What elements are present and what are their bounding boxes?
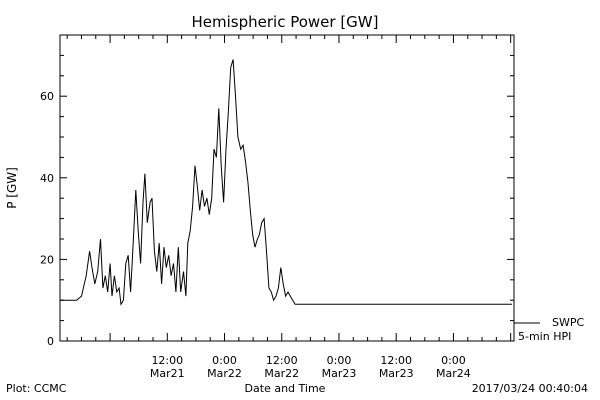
series-line-swpc [60, 59, 513, 306]
x-tick-time-label: 12:00 [266, 354, 298, 367]
y-axis-label: P [GW] [5, 167, 19, 209]
y-tick-label: 20 [40, 253, 54, 266]
x-tick-time-label: 0:00 [441, 354, 466, 367]
legend-label-swpc: SWPC [552, 316, 584, 329]
x-tick-date-label: Mar23 [379, 367, 414, 380]
legend: SWPC 5-min HPI [514, 316, 584, 343]
y-axis: 0 20 40 60 [40, 34, 514, 348]
plot-credit: Plot: CCMC [6, 382, 67, 395]
x-tick-time-label: 12:00 [151, 354, 183, 367]
x-tick-date-label: Mar24 [436, 367, 471, 380]
plot-timestamp: 2017/03/24 00:40:04 [471, 382, 588, 395]
y-tick-label: 0 [47, 335, 54, 348]
y-tick-label: 60 [40, 90, 54, 103]
x-tick-time-label: 0:00 [327, 354, 352, 367]
x-tick-date-label: Mar22 [264, 367, 299, 380]
y-tick-label: 40 [40, 172, 54, 185]
chart-title: Hemispheric Power [GW] [192, 13, 379, 31]
x-tick-time-label: 12:00 [380, 354, 412, 367]
x-axis: 12:00Mar210:00Mar2212:00Mar220:00Mar2312… [66, 35, 512, 380]
x-tick-date-label: Mar21 [150, 367, 185, 380]
plot-frame [59, 34, 515, 342]
x-tick-date-label: Mar22 [207, 367, 242, 380]
x-axis-label: Date and Time [245, 382, 326, 395]
x-tick-time-label: 0:00 [212, 354, 237, 367]
x-tick-date-label: Mar23 [322, 367, 357, 380]
legend-label-5min-hpi: 5-min HPI [518, 330, 571, 343]
